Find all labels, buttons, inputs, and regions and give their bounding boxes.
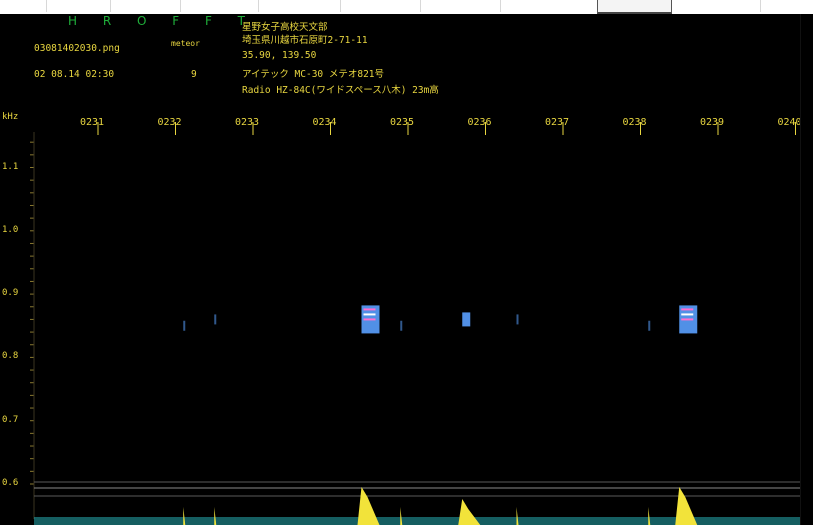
amplitude-strip <box>34 481 800 525</box>
spectrogram-window: H R O F F T 03081402030.png meteor 02 08… <box>0 14 813 525</box>
amplitude-peak <box>214 507 217 525</box>
station-line: 35.90, 139.50 <box>242 50 317 61</box>
app-brand: H R O F F T <box>68 14 257 28</box>
station-line: アイテック MC-30 メテオ821号 <box>242 69 385 80</box>
x-tick-label: 0237 <box>545 117 570 128</box>
meteor-echo <box>648 320 651 331</box>
meteor-echo <box>400 320 403 331</box>
meteor-echo <box>679 305 698 334</box>
x-tick-label: 0231 <box>80 117 105 128</box>
x-tick-label: 0238 <box>622 117 647 128</box>
x-tick-label: 0236 <box>467 117 492 128</box>
file-name: 03081402030.png <box>34 43 120 54</box>
y-tick-label: 0.7 <box>2 414 19 425</box>
strip-divider <box>760 0 761 12</box>
meteor-label: meteor <box>171 39 200 48</box>
amplitude-peak <box>675 487 698 525</box>
x-tick-label: 0232 <box>157 117 182 128</box>
strip-divider <box>500 0 501 12</box>
spectrogram-plot <box>30 122 800 525</box>
strip-divider <box>340 0 341 12</box>
meteor-echoes <box>183 305 698 334</box>
meteor-echo <box>183 320 186 331</box>
x-tick-label: 0234 <box>312 117 337 128</box>
meteor-echo <box>516 314 519 325</box>
y-unit-label: kHz <box>2 112 19 122</box>
x-tick-label: 0235 <box>390 117 415 128</box>
y-tick-label: 1.1 <box>2 161 19 172</box>
strip-divider <box>110 0 111 12</box>
amplitude-peak <box>648 507 651 525</box>
y-tick-label: 0.6 <box>2 478 19 488</box>
amplitude-baseline <box>34 517 800 525</box>
strip-divider <box>258 0 259 12</box>
x-tick-label: 0233 <box>235 117 260 128</box>
amplitude-peak <box>400 507 403 525</box>
meteor-count: 9 <box>191 69 197 80</box>
amplitude-peak <box>357 487 380 525</box>
station-line: Radio HZ-84C(ワイドスペース八木) 23m高 <box>242 85 439 96</box>
capture-datetime: 02 08.14 02:30 <box>34 69 115 80</box>
x-tick-label: 0240 <box>777 117 802 128</box>
strip-divider <box>420 0 421 12</box>
window-tab[interactable] <box>597 0 672 14</box>
strip-divider <box>46 0 47 12</box>
station-line: 星野女子高校天文部 <box>242 22 328 33</box>
meteor-echo <box>214 314 217 325</box>
axis-ticks <box>30 122 796 519</box>
amplitude-peak <box>183 507 186 525</box>
window-top-strip <box>0 0 813 14</box>
y-tick-label: 1.0 <box>2 224 19 235</box>
amplitude-peak <box>516 507 519 525</box>
meteor-echo <box>361 305 380 334</box>
amplitude-peak <box>458 499 481 525</box>
meteor-echo <box>462 312 471 327</box>
station-line: 埼玉県川越市石原町2-71-11 <box>242 35 368 46</box>
spectrogram-viewer: H R O F F T 03081402030.png meteor 02 08… <box>0 14 802 525</box>
x-tick-label: 0239 <box>700 117 725 128</box>
scrollbar-edge[interactable] <box>800 14 813 525</box>
y-tick-label: 0.9 <box>2 288 19 299</box>
strip-divider <box>180 0 181 12</box>
y-tick-label: 0.8 <box>2 351 19 362</box>
